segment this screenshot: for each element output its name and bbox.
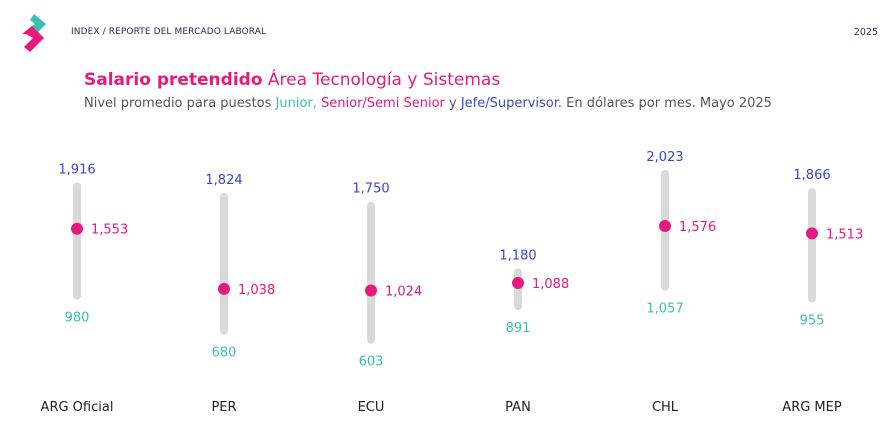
junior-label-arg-oficial: 980	[65, 311, 90, 326]
senior-point-chl	[659, 220, 671, 233]
jefe-label-per: 1,824	[205, 173, 242, 188]
chart-title-rest: Área Tecnología y Sistemas	[262, 70, 501, 90]
legend-junior: Junior,	[275, 96, 317, 111]
senior-label-arg-mep: 1,513	[826, 227, 863, 242]
subtitle-prefix: Nivel promedio para puestos	[84, 96, 276, 111]
senior-label-pan: 1,088	[532, 277, 569, 292]
senior-point-arg-oficial	[71, 222, 83, 235]
jefe-label-ecu: 1,750	[352, 182, 389, 197]
junior-label-chl: 1,057	[646, 302, 683, 317]
junior-label-pan: 891	[506, 321, 531, 336]
senior-point-pan	[512, 277, 524, 290]
junior-label-ecu: 603	[359, 355, 384, 370]
category-label-arg-oficial: ARG Oficial	[41, 400, 114, 415]
legend-senior: Senior/Semi Senior	[321, 96, 445, 111]
senior-label-chl: 1,576	[679, 220, 716, 235]
chart-subtitle: Nivel promedio para puestos Junior, Seni…	[84, 96, 772, 111]
brand-logo	[22, 14, 46, 52]
category-label-arg-mep: ARG MEP	[782, 400, 842, 415]
category-label-chl: CHL	[652, 400, 679, 415]
senior-label-per: 1,038	[238, 283, 275, 298]
junior-label-per: 680	[212, 346, 237, 361]
legend-jefe: Jefe/Supervisor	[460, 96, 558, 111]
senior-point-arg-mep	[806, 227, 818, 240]
category-label-pan: PAN	[505, 400, 531, 415]
jefe-label-arg-mep: 1,866	[793, 168, 830, 183]
senior-label-arg-oficial: 1,553	[91, 223, 128, 238]
chart-title: Salario pretendido Área Tecnología y Sis…	[84, 70, 500, 90]
jefe-label-pan: 1,180	[499, 248, 536, 263]
report-year: 2025	[853, 27, 878, 38]
junior-label-arg-mep: 955	[800, 314, 825, 329]
senior-point-ecu	[365, 284, 377, 297]
jefe-label-arg-oficial: 1,916	[58, 162, 95, 177]
subtitle-suffix: . En dólares por mes. Mayo 2025	[557, 96, 772, 111]
subtitle-and: y	[444, 96, 461, 111]
jefe-label-chl: 2,023	[646, 150, 683, 165]
report-header-label: INDEX / REPORTE DEL MERCADO LABORAL	[71, 27, 267, 37]
chart-title-bold: Salario pretendido	[84, 70, 263, 90]
senior-label-ecu: 1,024	[385, 284, 422, 299]
senior-point-per	[218, 282, 230, 295]
category-label-ecu: ECU	[358, 400, 385, 415]
category-label-per: PER	[211, 400, 236, 415]
